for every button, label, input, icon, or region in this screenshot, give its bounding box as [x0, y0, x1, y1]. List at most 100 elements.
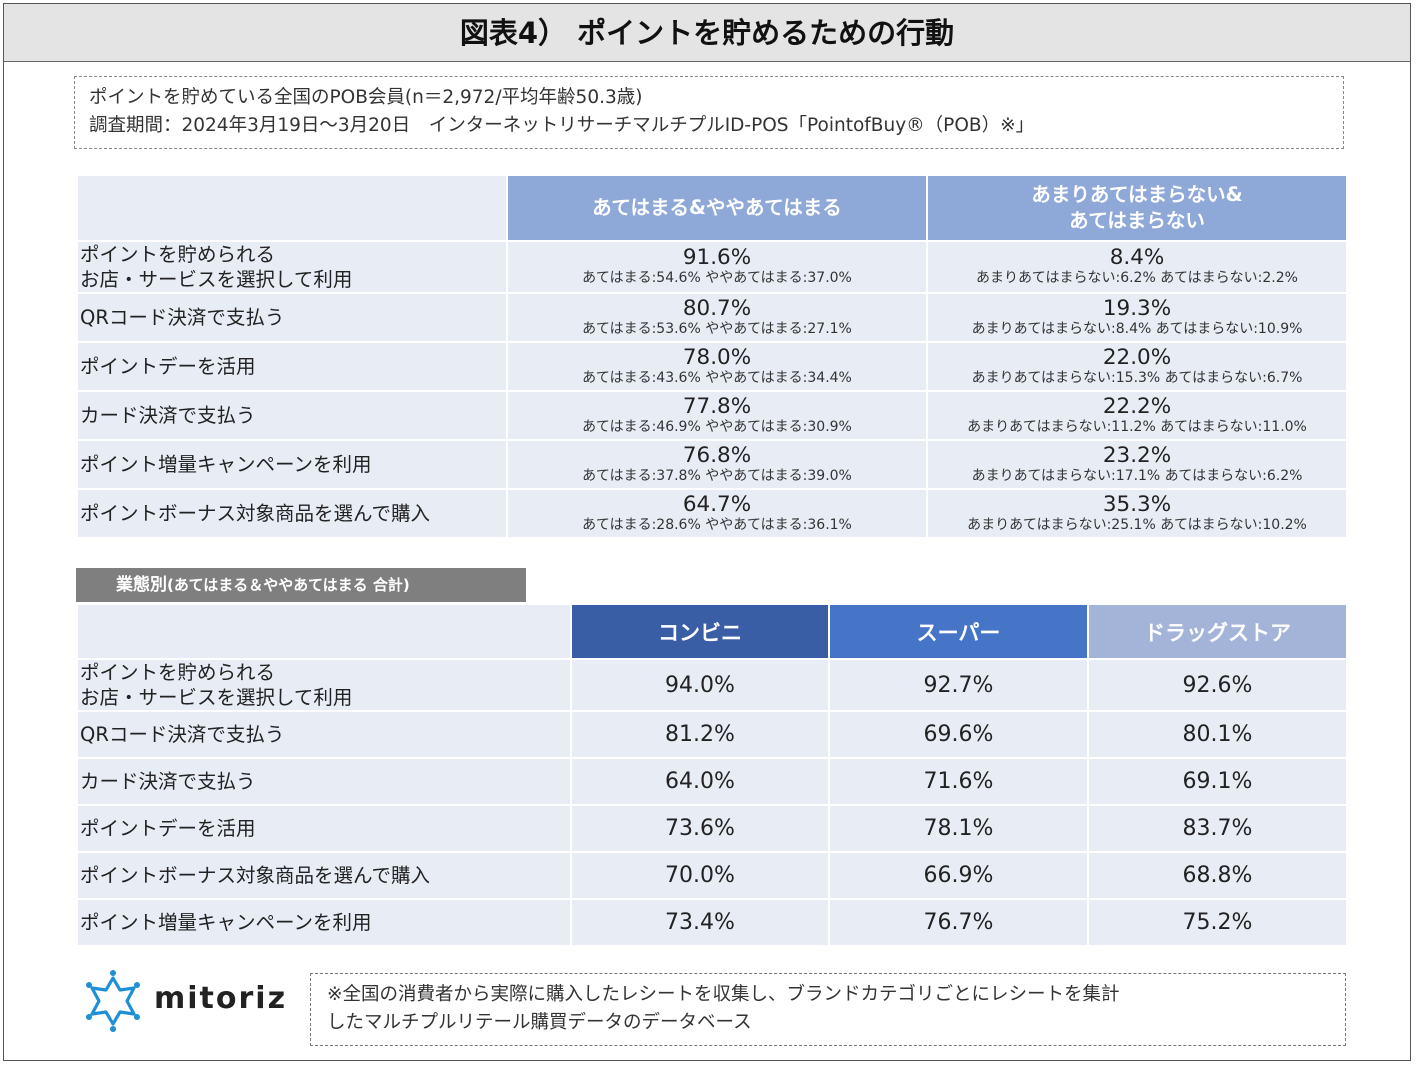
disagree-breakdown: あまりあてはまらない:8.4% あてはまらない:10.9% — [971, 320, 1303, 337]
agree-breakdown: あてはまる:43.6% ややあてはまる:34.4% — [582, 369, 852, 386]
row-label-line-1: カード決済で支払う — [80, 770, 256, 793]
header-drugstore: ドラッグストア — [1087, 603, 1348, 660]
row-label-line-1: QRコード決済で支払う — [80, 723, 285, 746]
section-label-sub: (あてはまる＆ややあてはまる 合計) — [167, 576, 410, 594]
disagree-breakdown: あまりあてはまらない:17.1% あてはまらない:6.2% — [971, 467, 1303, 484]
disagree-total-value: 19.3% — [1102, 295, 1172, 321]
store-type-row: ポイント増量キャンペーンを利用 73.4% 76.7% 75.2% — [76, 898, 1348, 947]
row-label: カード決済で支払う — [76, 757, 572, 806]
drugstore-value: 92.6% — [1087, 658, 1348, 712]
disagree-breakdown: あまりあてはまらない:15.3% あてはまらない:6.7% — [971, 369, 1303, 386]
overall-row: ポイント増量キャンペーンを利用 76.8% あてはまる:37.8% ややあてはまる:… — [76, 439, 1348, 490]
mitoriz-logo-text: mitoriz — [154, 981, 288, 1016]
store-type-row: ポイントデーを活用 73.6% 78.1% 83.7% — [76, 804, 1348, 853]
convenience-value: 64.0% — [570, 757, 830, 806]
disagree-cell: 35.3% あまりあてはまらない:25.1% あてはまらない:10.2% — [926, 488, 1348, 539]
row-label: QRコード決済で支払う — [76, 292, 508, 343]
row-label: ポイントデーを活用 — [76, 341, 508, 392]
survey-info-line-2: 調査期間：2024年3月19日～3月20日 インターネットリサーチマルチプルID… — [89, 115, 1035, 136]
row-label-line-1: ポイントデーを活用 — [80, 355, 256, 378]
supermarket-value: 76.7% — [828, 898, 1089, 947]
overall-table: あてはまる&ややあてはまる あまりあてはまらない& あてはまらない ポイントを貯… — [76, 174, 1348, 539]
convenience-value: 73.4% — [570, 898, 830, 947]
figure-title: 図表4） ポイントを貯めるための行動 — [4, 4, 1410, 62]
row-label-line-1: ポイントボーナス対象商品を選んで購入 — [80, 502, 431, 525]
overall-row: QRコード決済で支払う 80.7% あてはまる:53.6% ややあてはまる:27.1… — [76, 292, 1348, 343]
disagree-total-value: 35.3% — [1102, 491, 1172, 517]
drugstore-value: 80.1% — [1087, 710, 1348, 759]
agree-breakdown: あてはまる:54.6% ややあてはまる:37.0% — [582, 270, 852, 286]
overall-header-blank — [76, 174, 508, 242]
row-label-line-1: ポイントを貯められる — [80, 661, 276, 684]
overall-header-disagree: あまりあてはまらない& あてはまらない — [926, 174, 1348, 242]
by-store-type-table: コンビニ スーパー ドラッグストア ポイントを貯められる お店・サービスを選択して… — [76, 603, 1348, 947]
row-label-line-2: お店・サービスを選択して利用 — [80, 268, 353, 291]
row-label-line-1: ポイントを貯められる — [80, 243, 276, 266]
row-label-line-1: ポイントデーを活用 — [80, 817, 256, 840]
agree-cell: 64.7% あてはまる:28.6% ややあてはまる:36.1% — [506, 488, 928, 539]
supermarket-value: 78.1% — [828, 804, 1089, 853]
agree-breakdown: あてはまる:46.9% ややあてはまる:30.9% — [582, 418, 852, 435]
section-label: 業態別(あてはまる＆ややあてはまる 合計) — [76, 568, 526, 602]
supermarket-value: 71.6% — [828, 757, 1089, 806]
header-convenience: コンビニ — [570, 603, 830, 660]
section-label-main: 業態別 — [116, 575, 167, 595]
row-label-line-1: ポイント増量キャンペーンを利用 — [80, 911, 372, 934]
mitoriz-logo: mitoriz — [80, 968, 300, 1036]
disagree-total-value: 23.2% — [1102, 442, 1172, 468]
overall-header-disagree-line-2: あてはまらない — [1069, 209, 1205, 232]
row-label: ポイント増量キャンペーンを利用 — [76, 439, 508, 490]
store-type-row: ポイントを貯められる お店・サービスを選択して利用 94.0% 92.7% 92.6% — [76, 658, 1348, 712]
mitoriz-logo-icon — [86, 970, 140, 1032]
agree-cell: 91.6% あてはまる:54.6% ややあてはまる:37.0% — [506, 240, 928, 294]
agree-cell: 80.7% あてはまる:53.6% ややあてはまる:27.1% — [506, 292, 928, 343]
figure-frame: 図表4） ポイントを貯めるための行動 — [3, 3, 1411, 1061]
convenience-value: 94.0% — [570, 658, 830, 712]
row-label: カード決済で支払う — [76, 390, 508, 441]
disagree-cell: 22.2% あまりあてはまらない:11.2% あてはまらない:11.0% — [926, 390, 1348, 441]
row-label: ポイントボーナス対象商品を選んで購入 — [76, 488, 508, 539]
disagree-cell: 19.3% あまりあてはまらない:8.4% あてはまらない:10.9% — [926, 292, 1348, 343]
row-label-line-1: カード決済で支払う — [80, 404, 256, 427]
convenience-value: 73.6% — [570, 804, 830, 853]
overall-header-disagree-line-1: あまりあてはまらない& — [1031, 183, 1243, 206]
drugstore-value: 68.8% — [1087, 851, 1348, 900]
row-label: ポイントを貯められる お店・サービスを選択して利用 — [76, 658, 572, 712]
supermarket-value: 66.9% — [828, 851, 1089, 900]
convenience-value: 70.0% — [570, 851, 830, 900]
header-supermarket: スーパー — [828, 603, 1089, 660]
store-type-row: ポイントボーナス対象商品を選んで購入 70.0% 66.9% 68.8% — [76, 851, 1348, 900]
agree-total-value: 78.0% — [682, 344, 752, 370]
agree-total-value: 64.7% — [682, 491, 752, 517]
footnote-line-2: したマルチプルリテール購買データのデータベース — [327, 1012, 752, 1033]
row-label-line-1: ポイント増量キャンペーンを利用 — [80, 453, 372, 476]
overall-row: ポイントを貯められる お店・サービスを選択して利用 91.6% あてはまる:54.6%… — [76, 240, 1348, 294]
overall-row: ポイントデーを活用 78.0% あてはまる:43.6% ややあてはまる:34.4% 2… — [76, 341, 1348, 392]
disagree-breakdown: あまりあてはまらない:11.2% あてはまらない:11.0% — [967, 418, 1307, 435]
convenience-value: 81.2% — [570, 710, 830, 759]
row-label: ポイントボーナス対象商品を選んで購入 — [76, 851, 572, 900]
drugstore-value: 69.1% — [1087, 757, 1348, 806]
disagree-breakdown: あまりあてはまらない:6.2% あてはまらない:2.2% — [976, 270, 1298, 286]
disagree-total-value: 8.4% — [1109, 245, 1165, 270]
row-label: ポイント増量キャンペーンを利用 — [76, 898, 572, 947]
agree-breakdown: あてはまる:53.6% ややあてはまる:27.1% — [582, 320, 852, 337]
store-type-row: カード決済で支払う 64.0% 71.6% 69.1% — [76, 757, 1348, 806]
agree-total-value: 77.8% — [682, 393, 752, 419]
disagree-cell: 23.2% あまりあてはまらない:17.1% あてはまらない:6.2% — [926, 439, 1348, 490]
survey-info-box: ポイントを貯めている全国のPOB会員(n＝2,972/平均年齢50.3歳) 調査… — [74, 76, 1344, 149]
row-label-line-1: QRコード決済で支払う — [80, 306, 285, 329]
disagree-total-value: 22.0% — [1102, 344, 1172, 370]
row-label: ポイントデーを活用 — [76, 804, 572, 853]
supermarket-value: 92.7% — [828, 658, 1089, 712]
row-label: ポイントを貯められる お店・サービスを選択して利用 — [76, 240, 508, 294]
footnote-box: ※全国の消費者から実際に購入したレシートを収集し、ブランドカテゴリごとにレシート… — [310, 973, 1346, 1046]
agree-cell: 77.8% あてはまる:46.9% ややあてはまる:30.9% — [506, 390, 928, 441]
agree-cell: 76.8% あてはまる:37.8% ややあてはまる:39.0% — [506, 439, 928, 490]
drugstore-value: 83.7% — [1087, 804, 1348, 853]
row-label-line-2: お店・サービスを選択して利用 — [80, 686, 353, 709]
agree-total-value: 91.6% — [682, 245, 752, 270]
footnote-line-1: ※全国の消費者から実際に購入したレシートを収集し、ブランドカテゴリごとにレシート… — [327, 984, 1120, 1005]
row-label-line-1: ポイントボーナス対象商品を選んで購入 — [80, 864, 431, 887]
survey-info-line-1: ポイントを貯めている全国のPOB会員(n＝2,972/平均年齢50.3歳) — [89, 87, 643, 108]
